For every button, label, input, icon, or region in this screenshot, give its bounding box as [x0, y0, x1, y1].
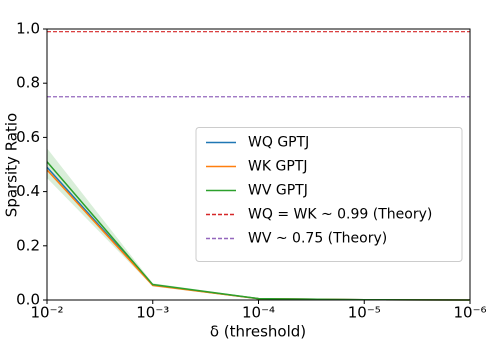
y-tick-label: 0.4	[16, 182, 40, 200]
y-tick-label: 0.6	[16, 128, 40, 146]
x-axis-label: δ (threshold)	[210, 323, 306, 341]
y-tick-label: 0.8	[16, 74, 40, 92]
legend-label: WK GPTJ	[248, 159, 307, 175]
y-tick-label: 0.0	[16, 291, 40, 309]
x-tick-label: 10⁻³	[136, 304, 169, 322]
legend-label: WV ~ 0.75 (Theory)	[248, 231, 387, 247]
legend-label: WV GPTJ	[248, 183, 308, 199]
legend: WQ GPTJ WK GPTJ WV GPTJ WQ = WK ~ 0.99 (The…	[195, 127, 463, 262]
plot-frame	[46, 28, 471, 301]
x-tick-label: 10⁻⁶	[453, 304, 486, 322]
y-tick-label: 1.0	[16, 20, 40, 38]
x-tick-label: 10⁻⁴	[242, 304, 275, 322]
y-tick-label: 0.2	[16, 236, 40, 254]
y-axis-label: Sparsity Ratio	[3, 113, 21, 217]
legend-label: WQ = WK ~ 0.99 (Theory)	[248, 207, 432, 223]
legend-label: WQ GPTJ	[248, 135, 309, 151]
legend-box	[195, 127, 463, 262]
x-tick-label: 10⁻⁵	[348, 304, 381, 322]
x-tick-label: 10⁻²	[30, 304, 63, 322]
